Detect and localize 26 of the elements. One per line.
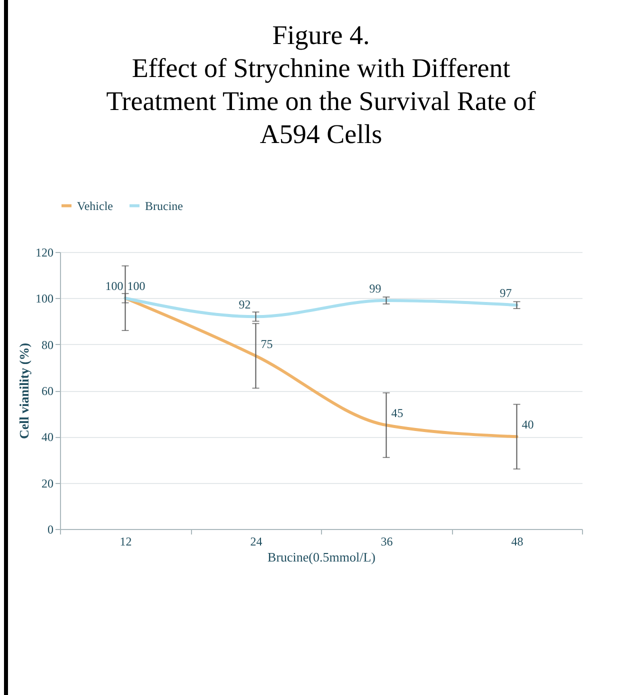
y-tick-label: 20 [42, 476, 54, 490]
data-label: 92 [238, 298, 251, 312]
data-label: 97 [500, 286, 512, 300]
data-label: 40 [522, 418, 534, 432]
data-label: 100 [105, 279, 124, 294]
y-tick-label: 100 [36, 292, 54, 306]
chart-title: Figure 4. Effect of Strychnine with Different Treatment Time on the Survival Rate of A594 Cells [106, 20, 536, 149]
line-series [124, 296, 518, 318]
y-tick-label: 40 [42, 430, 54, 444]
x-tick-label: 48 [511, 534, 524, 548]
x-tick-label: 24 [250, 534, 262, 548]
x-tick-label: 36 [380, 534, 393, 548]
y-tick-label: 0 [48, 522, 54, 536]
y-axis-title: Cell vianility (%) [16, 342, 32, 440]
legend-label: Vehicle [77, 198, 113, 213]
legend-label: Brucine [145, 198, 183, 213]
data-label: 99 [369, 281, 382, 296]
line-series [124, 296, 518, 438]
data-label: 100 [127, 279, 146, 294]
data-label: 75 [260, 336, 273, 351]
x-axis-title: Brucine(0.5mmol/L) [268, 550, 376, 564]
x-tick-label: 12 [120, 534, 132, 548]
y-tick-label: 120 [36, 246, 54, 260]
y-tick-label: 80 [42, 338, 54, 352]
data-label: 45 [391, 406, 404, 420]
y-tick-label: 60 [42, 384, 54, 398]
